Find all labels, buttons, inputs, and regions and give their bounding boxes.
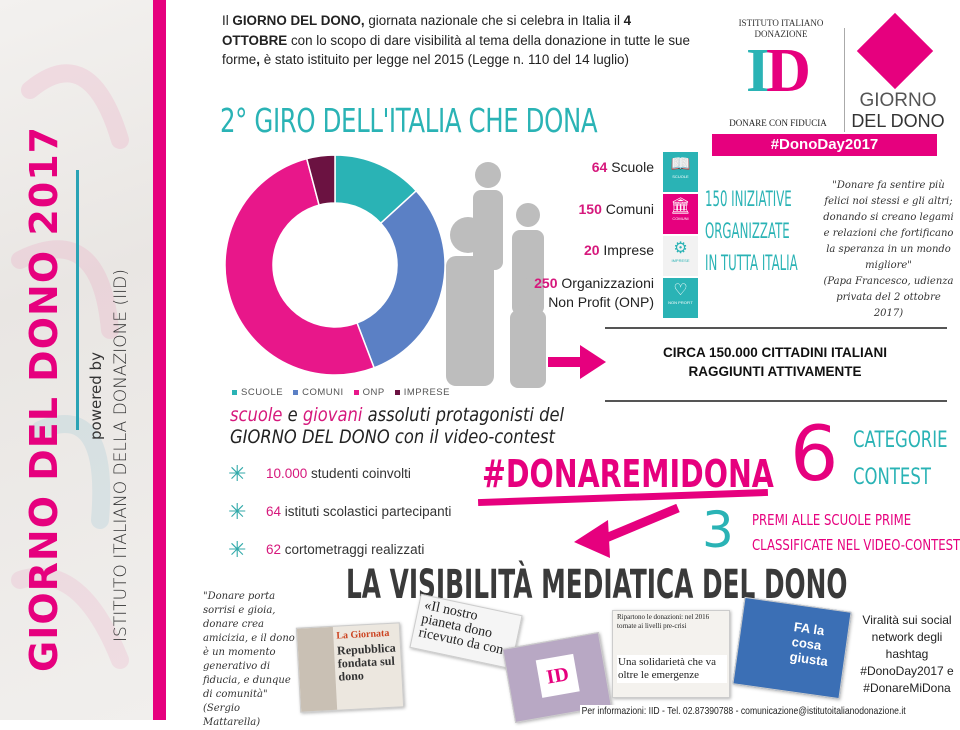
category-tile: 📖 SCUOLE bbox=[663, 152, 698, 192]
category-tile: 🏛 COMUNI bbox=[663, 194, 698, 234]
flower-icon bbox=[856, 12, 934, 90]
prizes-label: PREMI ALLE SCUOLE PRIME CLASSIFICATE NEL … bbox=[752, 511, 960, 554]
footer-contacts: Per informazioni: IID - Tel. 02.87390788… bbox=[580, 705, 908, 718]
people-icon bbox=[446, 162, 546, 388]
category-tile: ♡ NON PROFIT bbox=[663, 278, 698, 318]
divider bbox=[605, 400, 947, 402]
prizes-count: 3 bbox=[702, 501, 734, 559]
section-title: 2° GIRO DELL'ITALIA CHE DONA bbox=[220, 101, 598, 140]
donut-slice-comuni bbox=[356, 189, 446, 369]
logo: ISTITUTO ITALIANO DONAZIONE ID DONARE CO… bbox=[708, 12, 950, 157]
chart-legend: SCUOLE COMUNI ONP IMPRESE bbox=[232, 387, 460, 399]
divider bbox=[76, 170, 79, 430]
donut-slice-imprese bbox=[305, 154, 336, 206]
id-mark: ID bbox=[746, 37, 811, 105]
donut-slice-onp bbox=[224, 157, 376, 376]
watermark-texture bbox=[11, 64, 129, 669]
sidebar-title: GIORNO DEL DONO 2017 bbox=[22, 125, 66, 672]
citizens-reached: CIRCA 150.000 CITTADINI ITALIANI RAGGIUNT… bbox=[662, 345, 888, 379]
divider bbox=[844, 28, 845, 132]
iniziative-text: 150 INIZIATIVE ORGANIZZATE IN TUTTA ITALIA bbox=[705, 187, 798, 275]
press-clipping: La Giornata Repubblica fondata sul dono bbox=[295, 622, 405, 713]
stat-scuole: 64 Scuole bbox=[591, 159, 654, 175]
press-clipping: Ripartono le donazioni: nel 2016 tornate… bbox=[612, 610, 730, 698]
arrow-right-icon bbox=[548, 345, 606, 379]
legend-item: SCUOLE bbox=[232, 387, 283, 398]
intro-text: Il GIORNO DEL DONO, giornata nazionale c… bbox=[222, 13, 690, 67]
stat-organizzazioni: 250 Organizzazioni Non Profit (ONP) bbox=[534, 275, 654, 310]
hashtag-banner: #DonoDay2017 bbox=[712, 134, 937, 156]
sidebar-org: ISTITUTO ITALIANO DELLA DONAZIONE (IID) bbox=[111, 269, 131, 642]
categories-label: CATEGORIE CONTEST bbox=[853, 428, 948, 490]
tv-screenshot: FA la cosa giusta bbox=[732, 596, 852, 700]
legend-item: IMPRESE bbox=[394, 387, 450, 398]
stat-comuni: 150 Comuni bbox=[578, 201, 655, 217]
bullet-schools: ✳ 64 istituti scolastici partecipanti bbox=[228, 499, 452, 525]
legend-item: ONP bbox=[353, 387, 385, 398]
curved-arrow-icon bbox=[574, 504, 680, 558]
category-tile: ⚙ IMPRESE bbox=[663, 236, 698, 276]
donut-chart bbox=[224, 154, 446, 376]
id-logo-mark: ID bbox=[535, 653, 580, 698]
video-contest-heading: scuole e giovani assoluti protagonisti d… bbox=[230, 404, 565, 448]
legend-item: COMUNI bbox=[293, 387, 344, 398]
book-icon: 📖 bbox=[670, 156, 691, 173]
categories-count: 6 bbox=[790, 409, 839, 498]
contest-hashtag: #DONAREMIDONA bbox=[482, 452, 774, 496]
building-icon: 🏛 bbox=[670, 198, 691, 215]
asterisk-icon: ✳ bbox=[228, 499, 247, 525]
asterisk-icon: ✳ bbox=[228, 537, 247, 563]
sidebar-panel: GIORNO DEL DONO 2017 powered by ISTITUTO… bbox=[0, 0, 153, 720]
bullet-students: ✳ 10.000 studenti coinvolti bbox=[228, 461, 411, 487]
gears-icon: ⚙ bbox=[673, 240, 688, 257]
powered-by: powered by bbox=[87, 352, 105, 440]
mattarella-quote: "Donare porta sorrisi e gioia, donare cr… bbox=[203, 591, 295, 728]
papa-quote: "Donare fa sentire più felici noi stessi… bbox=[823, 180, 954, 319]
stat-imprese: 20 Imprese bbox=[583, 242, 654, 258]
bullet-shorts: ✳ 62 cortometraggi realizzati bbox=[228, 537, 425, 563]
social-virality: Viralità sui social network degli hashta… bbox=[860, 613, 954, 695]
heart-icon: ♡ bbox=[673, 282, 688, 299]
accent-bar bbox=[153, 0, 166, 720]
divider bbox=[605, 327, 947, 329]
asterisk-icon: ✳ bbox=[228, 461, 247, 487]
